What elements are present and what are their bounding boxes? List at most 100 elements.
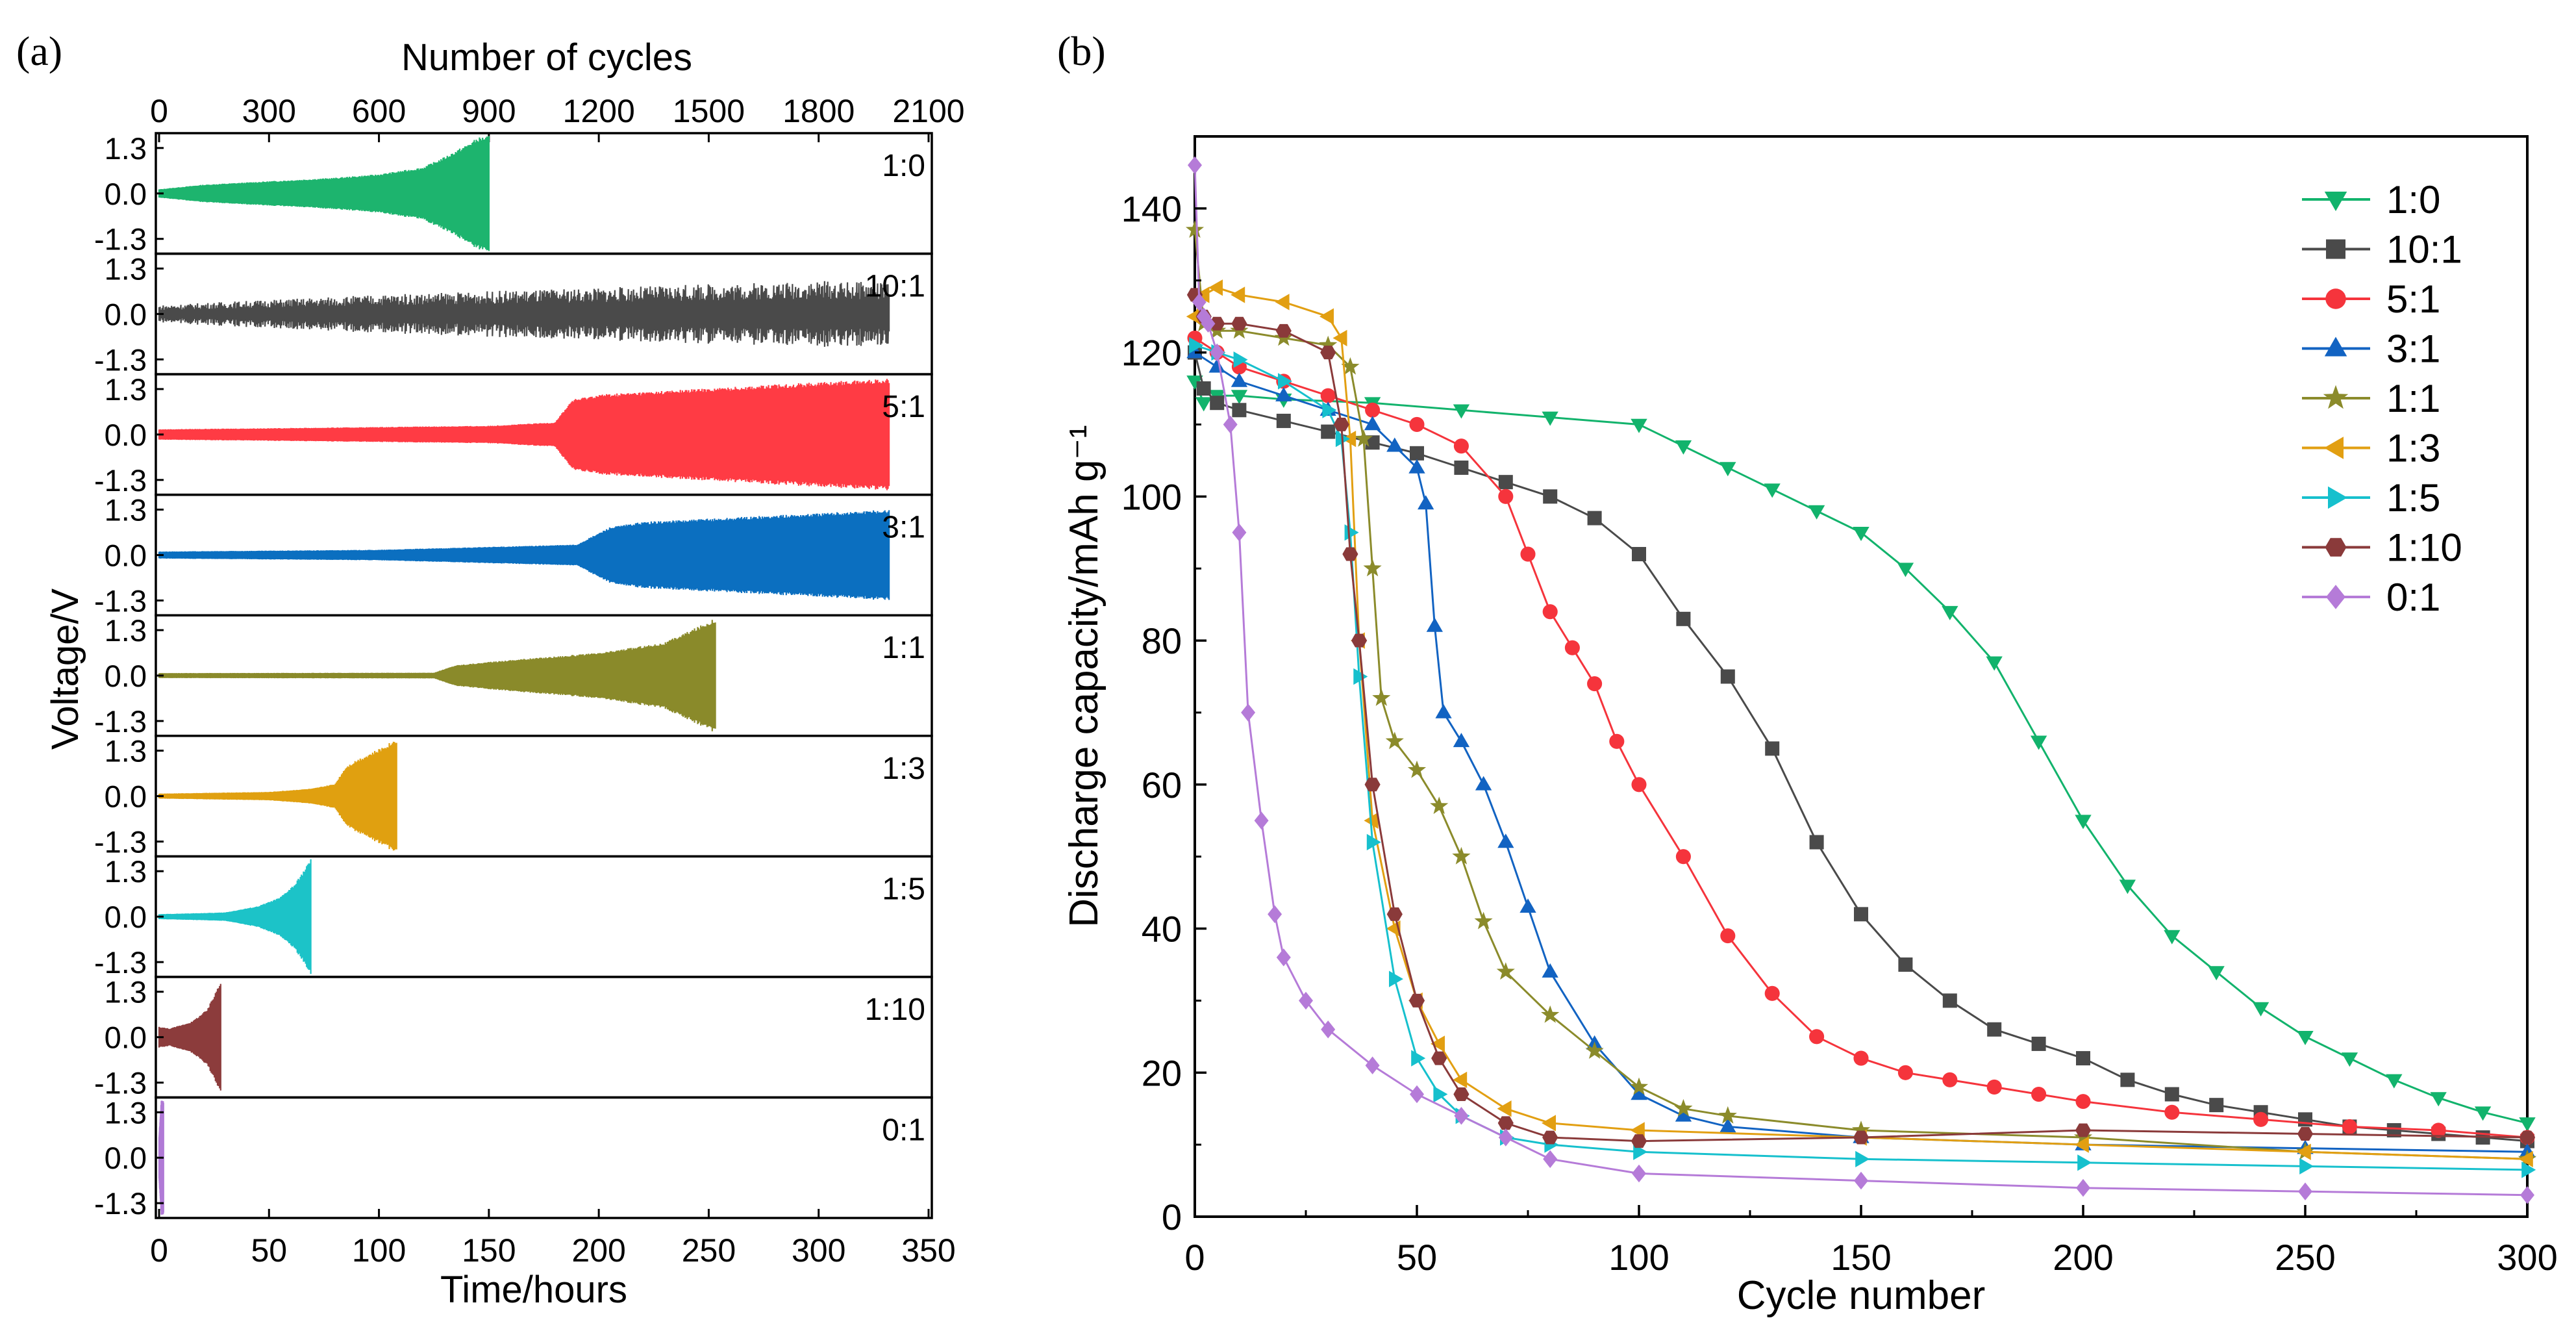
data-point-1-1 <box>1354 429 1373 447</box>
subplot-10-1: 1.3 0.0 -1.3 10:1 <box>94 251 933 377</box>
data-point-5-1 <box>2164 1104 2180 1120</box>
data-point-1-0 <box>1631 418 1647 433</box>
data-point-0-1 <box>1321 1021 1336 1039</box>
data-point-10-1 <box>1321 424 1336 439</box>
data-point-0-1 <box>1201 314 1216 333</box>
data-point-5-1 <box>1764 985 1780 1001</box>
y-tick-label: 0.0 <box>105 659 147 693</box>
y-tick-label: 0.0 <box>105 780 147 814</box>
data-point-10-1 <box>1543 489 1558 504</box>
data-point-1-5 <box>1322 401 1337 418</box>
series-line-5-1 <box>1194 337 2528 1139</box>
data-point-1-5 <box>1189 336 1204 354</box>
data-point-1-0 <box>2208 966 2225 981</box>
bottom-tick-label: 50 <box>251 1232 287 1269</box>
y-tick-label: 1.3 <box>105 492 147 527</box>
data-point-10-1 <box>1196 381 1211 396</box>
data-point-1-1 <box>1372 688 1391 706</box>
top-tick-label: 900 <box>462 93 516 129</box>
data-point-1-0 <box>1853 527 1869 541</box>
data-point-1-0 <box>1231 390 1248 405</box>
y-tick-label: -1.3 <box>94 1186 147 1221</box>
data-point-1-3 <box>1208 279 1223 296</box>
data-point-5-1 <box>2075 1094 2091 1109</box>
data-point-0-1 <box>2520 1186 2534 1204</box>
data-point-1-10 <box>2297 1127 2314 1141</box>
panel-b-x-axis-title: Cycle number <box>1737 1273 1985 1318</box>
legend-label-10-1: 10:1 <box>2386 228 2462 272</box>
data-point-5-1 <box>2342 1119 2357 1134</box>
y-tick-label: 100 <box>1121 476 1182 517</box>
data-point-5-1 <box>1809 1029 1825 1045</box>
voltage-trace-1-5 <box>158 859 312 974</box>
y-tick-label: 1.3 <box>105 372 147 407</box>
data-point-1-0 <box>2474 1106 2492 1121</box>
series-label-1-5: 1:5 <box>882 872 925 906</box>
data-point-3-1 <box>1453 733 1470 748</box>
x-tick-label: 50 <box>1397 1237 1437 1278</box>
legend-label-1-3: 1:3 <box>2386 427 2440 470</box>
legend-marker-10-1 <box>2326 239 2345 259</box>
series-label-1-10: 1:10 <box>865 993 925 1027</box>
data-point-1-0 <box>2253 1002 2270 1017</box>
subplot-frame <box>155 1096 933 1219</box>
data-point-1-0 <box>2119 880 2136 894</box>
data-point-1-5 <box>1344 524 1359 541</box>
y-tick-label: 0 <box>1162 1197 1182 1237</box>
data-point-5-1 <box>1320 388 1336 403</box>
bottom-tick-label: 250 <box>682 1232 736 1269</box>
voltage-trace-1-1 <box>158 620 716 731</box>
data-point-1-1 <box>1585 1041 1604 1059</box>
data-point-3-1 <box>1208 358 1225 373</box>
data-point-0-1 <box>1543 1150 1558 1169</box>
bottom-tick-label: 0 <box>150 1232 168 1269</box>
data-point-1-1 <box>1430 796 1449 815</box>
y-tick-label: 1.3 <box>105 854 147 889</box>
y-tick-label: 1.3 <box>105 1095 147 1130</box>
data-point-1-0 <box>1942 605 1958 620</box>
panel-a-x-axis-title: Time/hours <box>440 1269 627 1311</box>
voltage-trace-5-1 <box>158 379 890 490</box>
data-point-1-10 <box>1631 1134 1647 1148</box>
data-point-0-1 <box>1454 1107 1469 1125</box>
data-point-1-3 <box>2074 1136 2089 1153</box>
y-tick-label: 0.0 <box>105 538 147 572</box>
y-tick-label: 40 <box>1142 909 1182 950</box>
data-point-1-1 <box>1407 760 1427 778</box>
y-tick-label: 0.0 <box>105 1021 147 1055</box>
data-point-1-10 <box>1231 316 1247 331</box>
data-point-3-1 <box>1435 704 1452 718</box>
data-point-1-10 <box>2075 1123 2092 1137</box>
data-point-1-0 <box>2430 1092 2447 1107</box>
data-point-5-1 <box>1453 438 1469 454</box>
data-point-5-1 <box>1587 676 1603 692</box>
data-point-1-10 <box>1342 547 1358 561</box>
data-point-0-1 <box>1254 811 1269 830</box>
data-point-1-0 <box>1186 375 1203 390</box>
data-point-0-1 <box>1854 1171 1868 1190</box>
y-tick-label: -1.3 <box>94 704 147 739</box>
data-point-0-1 <box>1241 704 1256 722</box>
data-point-3-1 <box>1475 776 1492 791</box>
data-point-10-1 <box>1898 957 1913 972</box>
series-1-1 <box>1185 220 2537 1167</box>
data-point-3-1 <box>1364 416 1381 431</box>
data-point-10-1 <box>1942 993 1957 1008</box>
series-label-0-1: 0:1 <box>882 1113 925 1147</box>
data-point-1-0 <box>1808 505 1825 520</box>
y-tick-label: 80 <box>1142 620 1182 661</box>
y-tick-label: 1.3 <box>105 131 147 166</box>
y-tick-label: -1.3 <box>94 945 147 980</box>
data-point-3-1 <box>1719 1118 1736 1133</box>
data-point-3-1 <box>1631 1085 1647 1100</box>
data-point-1-5 <box>1411 1050 1426 1067</box>
data-point-0-1 <box>1188 156 1202 175</box>
data-point-5-1 <box>1542 604 1558 620</box>
data-point-1-0 <box>2030 735 2047 750</box>
data-point-0-1 <box>1299 991 1313 1010</box>
data-point-1-10 <box>1351 633 1368 648</box>
data-point-1-0 <box>2386 1074 2403 1089</box>
data-point-1-0 <box>2075 815 2092 830</box>
subplot-frame <box>155 976 933 1099</box>
data-point-1-0 <box>1675 440 1692 455</box>
